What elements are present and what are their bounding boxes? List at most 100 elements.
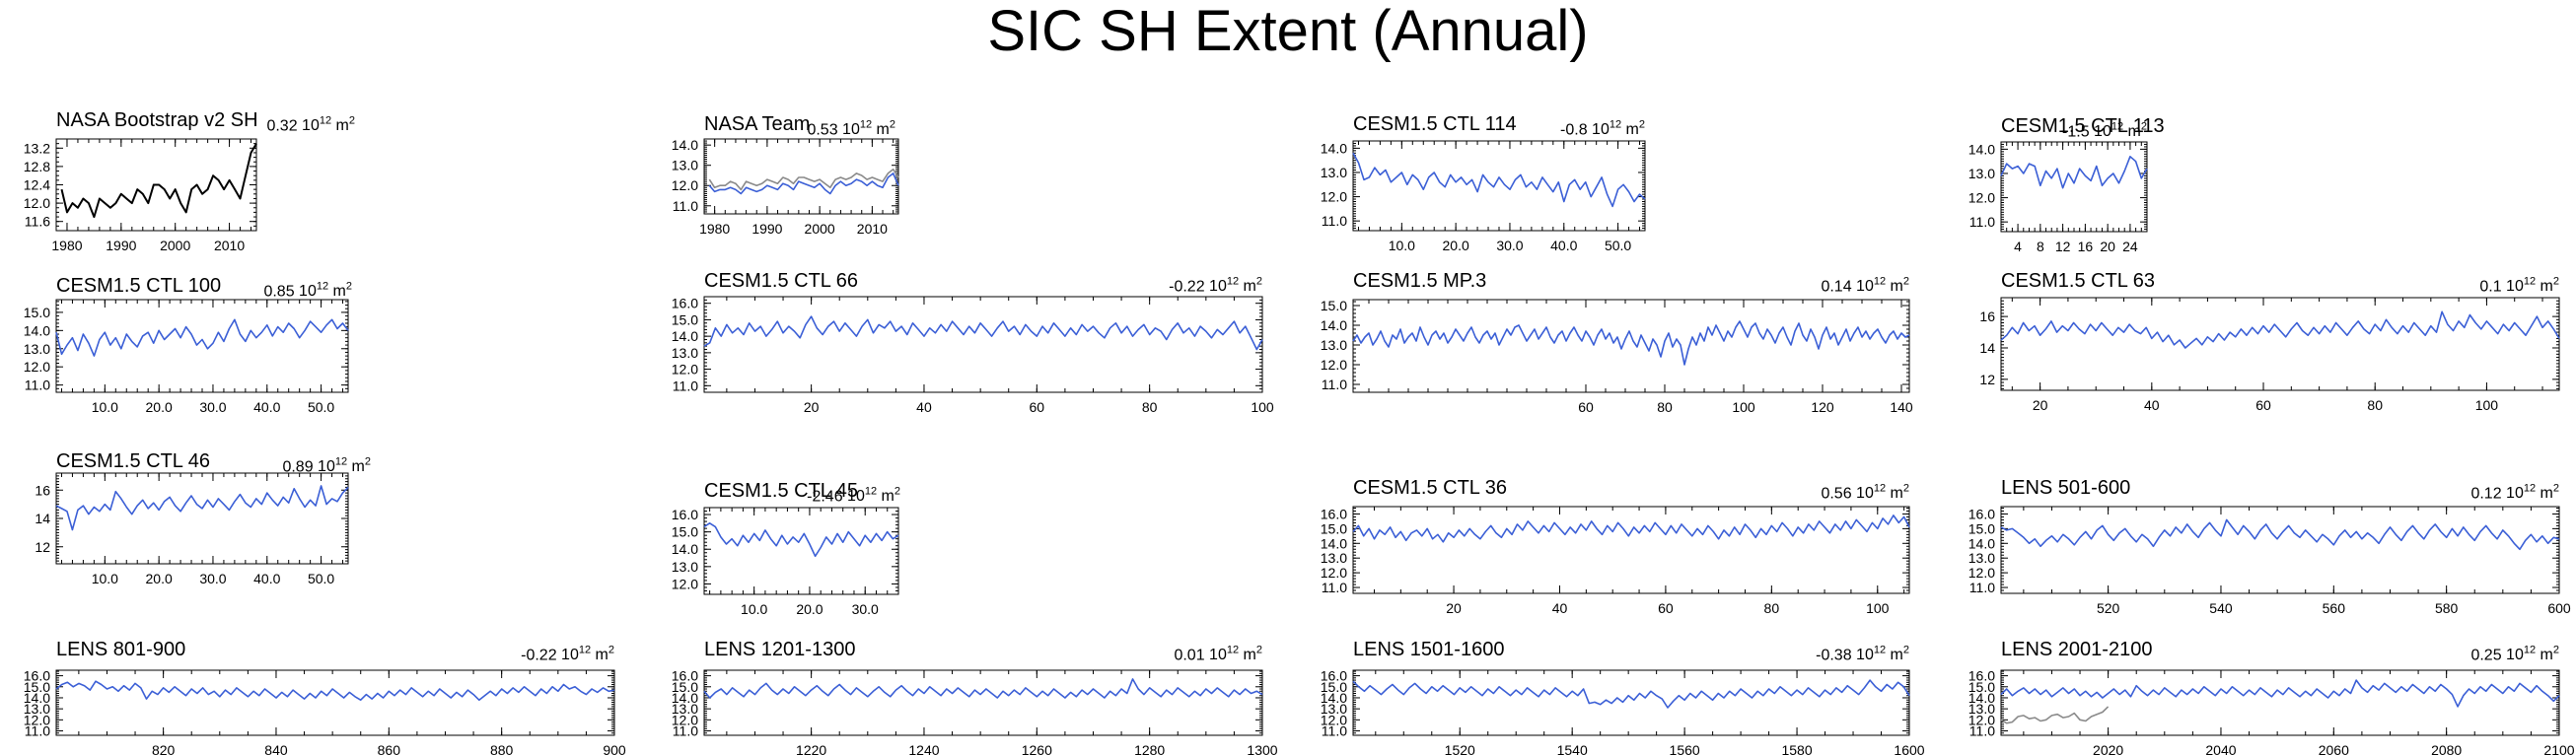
x-tick-label: 860 — [378, 742, 401, 755]
y-tick-label: 14.0 — [1321, 140, 1347, 156]
y-tick-label: 16 — [1979, 309, 1995, 324]
x-tick-label: 880 — [490, 742, 514, 755]
y-tick-label: 14.0 — [1968, 141, 1995, 157]
x-tick-label: 1220 — [796, 742, 826, 755]
x-tick-label: 30.0 — [199, 571, 226, 586]
panel-ctl-66: 20 40 60 80 100 16.015.014.013.012.011.0 — [672, 296, 1274, 415]
panel-title: LENS 1501-1600 — [1353, 639, 1505, 660]
panel-ctl-63: 20 40 60 80 100 16 14 12 — [1979, 297, 2560, 413]
x-tick-label: 2020 — [2093, 742, 2123, 755]
y-tick-label: 11.0 — [25, 378, 50, 393]
x-tick-label: 2080 — [2431, 742, 2462, 755]
y-tick-label: 13.0 — [1321, 337, 1347, 353]
x-tick-label: 20 — [1446, 600, 1462, 616]
trend-unit: 1012 m2 — [1851, 276, 1909, 296]
panel-title: CESM1.5 CTL 36 — [1353, 477, 1507, 499]
x-tick-label: 1260 — [1022, 742, 1052, 755]
x-tick-label: 50.0 — [1605, 238, 1631, 253]
x-tick-label: 1600 — [1894, 742, 1924, 755]
y-tick-label: 14.0 — [1321, 690, 1347, 706]
trend-unit: 1012 m2 — [1204, 645, 1262, 664]
panel-title: LENS 801-900 — [56, 639, 186, 660]
y-tick-label: 11.0 — [1969, 580, 1995, 595]
y-tick-label: 13.2 — [24, 140, 50, 156]
x-tick-label: 2010 — [214, 238, 245, 253]
series-line — [1352, 515, 1910, 543]
trend-value: 0.1 — [2479, 278, 2502, 296]
series-line — [2000, 310, 2560, 349]
x-tick-label: 1990 — [106, 238, 136, 253]
y-tick-label: 14 — [35, 511, 50, 526]
x-tick-label: 50.0 — [308, 571, 334, 586]
x-tick-label: 120 — [1811, 399, 1834, 415]
x-tick-label: 16 — [2078, 239, 2094, 254]
series-line — [1352, 679, 1910, 709]
x-tick-label: 60 — [1578, 399, 1594, 415]
x-tick-label: 1580 — [1781, 742, 1812, 755]
series-line — [703, 315, 1263, 351]
panel-ctl-114: 10.0 20.0 30.0 40.0 50.0 14.0 13.0 12.0 11.0 — [1321, 140, 1646, 253]
x-tick-label: 60 — [1030, 399, 1045, 415]
y-tick-label: 13.0 — [672, 559, 698, 575]
x-tick-label: 2100 — [2543, 742, 2574, 755]
x-tick-label: 40.0 — [1550, 238, 1577, 253]
x-tick-label: 1540 — [1557, 742, 1588, 755]
x-tick-label: 60 — [1658, 600, 1674, 616]
x-tick-label: 520 — [2097, 600, 2120, 616]
plot-frame — [55, 669, 615, 736]
x-tick-label: 80 — [1764, 600, 1780, 616]
y-tick-label: 15.0 — [1968, 520, 1995, 536]
y-tick-label: 16.0 — [672, 668, 698, 684]
y-tick-label: 15.0 — [1968, 679, 1995, 695]
y-tick-label: 13.0 — [672, 701, 698, 717]
x-tick-label: 1980 — [699, 221, 730, 237]
y-tick-label: 13.0 — [1321, 550, 1347, 566]
y-tick-label: 12.0 — [1321, 712, 1347, 727]
x-tick-label: 30.0 — [852, 601, 879, 617]
x-tick-label: 20.0 — [146, 571, 173, 586]
series-line — [1352, 152, 1646, 208]
x-tick-label: 50.0 — [308, 399, 334, 415]
panel-trend: -1.5 1012 m2 — [2062, 118, 2147, 141]
series-line — [703, 678, 1263, 699]
y-tick-label: 16.0 — [1968, 506, 1995, 521]
y-tick-label: 14.0 — [672, 137, 698, 153]
x-tick-label: 100 — [1251, 399, 1274, 415]
main-title: SIC SH Extent (Annual) — [987, 0, 1589, 63]
y-tick-label: 16.0 — [1321, 506, 1347, 521]
x-tick-label: 820 — [152, 742, 176, 755]
trend-value: 0.01 — [1174, 647, 1205, 664]
x-tick-label: 20 — [2033, 397, 2048, 413]
y-tick-label: 11.0 — [673, 378, 698, 393]
plot-frame — [703, 138, 899, 215]
y-tick-label: 15.0 — [1321, 520, 1347, 536]
plot-frame — [2000, 506, 2560, 594]
x-tick-label: 12 — [2055, 239, 2071, 254]
panel-title: CESM1.5 CTL 63 — [2001, 270, 2155, 292]
x-tick-label: 40.0 — [253, 399, 280, 415]
y-tick-label: 12.0 — [24, 195, 50, 211]
x-tick-label: 1560 — [1670, 742, 1700, 755]
y-tick-label: 11.0 — [1322, 377, 1347, 392]
y-tick-label: 11.0 — [1322, 723, 1347, 739]
panel-trend: 0.53 1012 m2 — [807, 116, 895, 139]
trend-value: 0.85 — [263, 283, 295, 301]
panel-trend: -0.22 1012 m2 — [521, 642, 614, 664]
trend-unit: 1012 m2 — [2501, 483, 2559, 503]
panel-lens-501: 520 540 560 580 600 16.015.014.013.012.011.0 — [1968, 506, 2571, 616]
trend-value: -1.5 — [2062, 123, 2090, 141]
trend-value: 0.89 — [282, 458, 314, 476]
panel-title: CESM1.5 MP.3 — [1353, 270, 1487, 292]
panel-nasa-bootstrap: 1980 1990 2000 2010 13.2 12.8 12.4 12.0 11.6 — [24, 138, 257, 253]
y-tick-label: 11.0 — [1322, 213, 1347, 229]
x-tick-label: 40 — [1552, 600, 1568, 616]
y-tick-label: 11.0 — [1322, 580, 1347, 595]
series-line — [2000, 156, 2148, 189]
y-tick-label: 13.0 — [672, 158, 698, 173]
x-tick-label: 100 — [1866, 600, 1890, 616]
x-tick-label: 80 — [1657, 399, 1673, 415]
x-tick-label: 40 — [916, 399, 932, 415]
panel-title: CESM1.5 CTL 100 — [56, 275, 222, 297]
x-tick-label: 8 — [2037, 239, 2044, 254]
